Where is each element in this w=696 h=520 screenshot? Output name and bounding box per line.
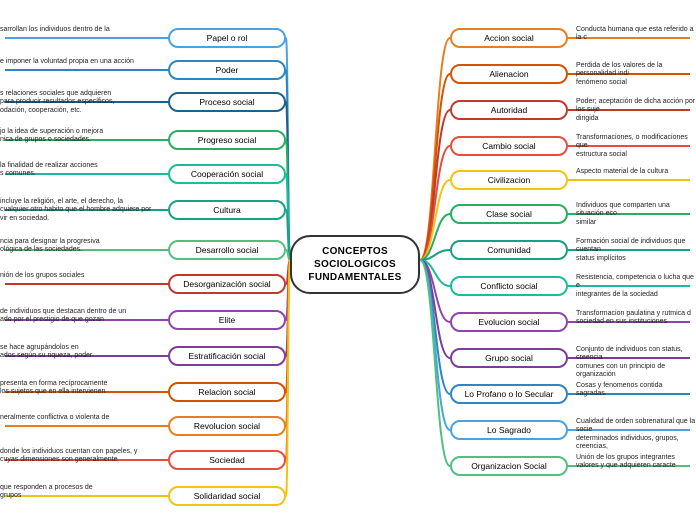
concept-node: Autoridad	[450, 100, 568, 120]
concept-node: Conflicto social	[450, 276, 568, 296]
concept-desc: sarrollan los individuos dentro de la	[0, 26, 158, 34]
concept-desc: ncia para designar la progresivaológica …	[0, 238, 158, 255]
concept-desc: Transformaciones, o modificaciones quees…	[576, 134, 696, 159]
concept-desc: presenta en forma recíprocamentelos suje…	[0, 380, 158, 397]
concept-desc: s relaciones sociales que adquierenpara …	[0, 90, 158, 115]
concept-desc: Resistencia, competencia o lucha que ein…	[576, 274, 696, 299]
concept-desc: que responden a procesos degrupos	[0, 484, 158, 501]
concept-node: Accion social	[450, 28, 568, 48]
concept-node: Cultura	[168, 200, 286, 220]
concept-node: Organizacion Social	[450, 456, 568, 476]
concept-desc: Conjunto de individuos con status, creen…	[576, 346, 696, 380]
concept-node: Solidaridad social	[168, 486, 286, 506]
concept-node: Relacion social	[168, 382, 286, 402]
concept-desc: Individuos que comparten una situación e…	[576, 202, 696, 227]
concept-desc: Poder; aceptación de dicha acción por lo…	[576, 98, 696, 123]
concept-node: Clase social	[450, 204, 568, 224]
concept-desc: e imponer la voluntad propia en una acci…	[0, 58, 158, 66]
concept-node: Papel o rol	[168, 28, 286, 48]
concept-desc: neralmente conflictiva o violenta de	[0, 414, 158, 422]
concept-desc: Perdida de los valores de la personalida…	[576, 62, 696, 87]
concept-node: Poder	[168, 60, 286, 80]
concept-node: Estratificación social	[168, 346, 286, 366]
concept-desc: incluye la religión, el arte, el derecho…	[0, 198, 158, 223]
concept-node: Alienacion	[450, 64, 568, 84]
concept-node: Progreso social	[168, 130, 286, 150]
concept-desc: Transformacion paulatina y rutmica dsoci…	[576, 310, 696, 327]
concept-node: Evolucion social	[450, 312, 568, 332]
concept-desc: nión de los grupos sociales	[0, 272, 158, 280]
concept-desc: Aspecto material de la cultura	[576, 168, 696, 176]
concept-desc: jo la idea de superación o mejoranica de…	[0, 128, 158, 145]
concept-desc: Unión de los grupos integrantesvalores y…	[576, 454, 696, 471]
concept-node: Desarrollo social	[168, 240, 286, 260]
concept-node: Lo Sagrado	[450, 420, 568, 440]
concept-node: Cooperación social	[168, 164, 286, 184]
concept-desc: Cosas y fenomenos contidasagradas.	[576, 382, 696, 399]
concept-node: Sociedad	[168, 450, 286, 470]
concept-desc: la finalidad de realizar accioness comun…	[0, 162, 158, 179]
concept-node: Civilizacion	[450, 170, 568, 190]
concept-desc: Conducta humana que esta referido a la c	[576, 26, 696, 43]
concept-desc: se hace agrupándolos enados según su riq…	[0, 344, 158, 361]
concept-node: Cambio social	[450, 136, 568, 156]
concept-desc: donde los individuos cuentan con papeles…	[0, 448, 158, 465]
concept-node: Desorganización social	[168, 274, 286, 294]
concept-node: Lo Profano o lo Secular	[450, 384, 568, 404]
concept-desc: Formación social de individuos que cuent…	[576, 238, 696, 263]
concept-node: Grupo social	[450, 348, 568, 368]
concept-node: Revolucion social	[168, 416, 286, 436]
concept-node: Proceso social	[168, 92, 286, 112]
concept-node: Comunidad	[450, 240, 568, 260]
concept-desc: de individuos que destacan dentro de una…	[0, 308, 158, 325]
concept-desc: Cualidad de orden sobrenatural que la so…	[576, 418, 696, 452]
concept-node: Elite	[168, 310, 286, 330]
center-node: CONCEPTOSSOCIOLOGICOSFUNDAMENTALES	[290, 235, 420, 294]
